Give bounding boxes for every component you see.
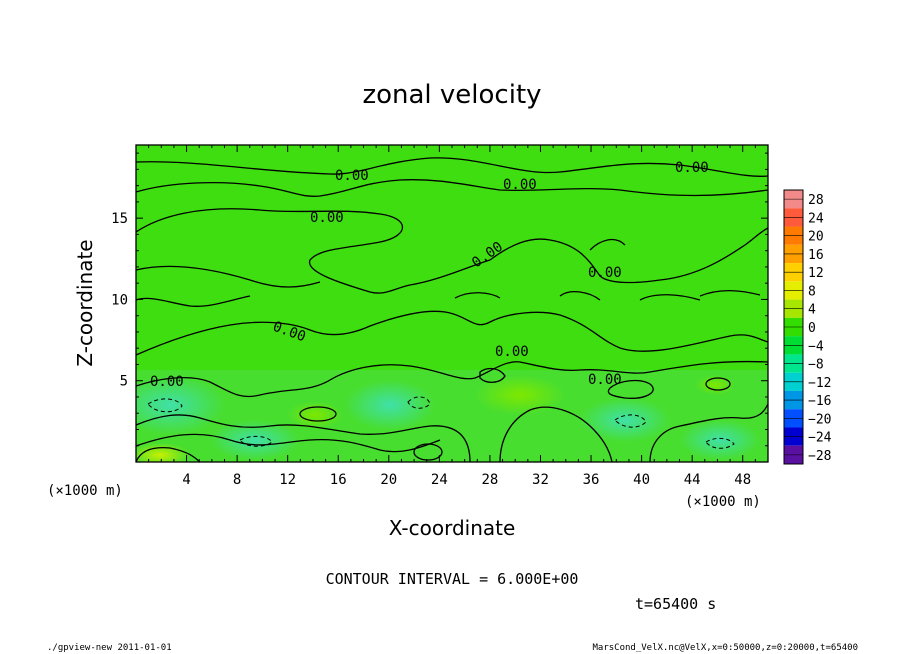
contour-label: 0.00 (150, 374, 184, 390)
colorbar-label: −20 (808, 412, 831, 427)
footer-left: ./gpview-new 2011-01-01 (47, 643, 172, 653)
y-axis-label: Z-coordinate (73, 239, 97, 366)
colorbar-label: −4 (808, 339, 824, 354)
x-tick-label: 28 (481, 472, 498, 488)
x-unit-right: (×1000 m) (685, 494, 761, 510)
y-axis: 5 10 15 (111, 152, 768, 463)
contour-label: 0.00 (675, 160, 709, 176)
colorbar-label: 20 (808, 230, 824, 245)
x-tick-label: 36 (583, 472, 600, 488)
x-axis-label: X-coordinate (389, 516, 516, 540)
time-label: t=65400 s (635, 595, 716, 613)
x-tick-label: 48 (734, 472, 751, 488)
x-tick-label: 20 (380, 472, 397, 488)
contour-label: 0.00 (588, 265, 622, 281)
x-unit-left: (×1000 m) (47, 483, 123, 499)
x-tick-label: 8 (233, 472, 241, 488)
x-tick-label: 44 (684, 472, 701, 488)
contour-label: 0.00 (495, 344, 529, 360)
colorbar-label: 24 (808, 211, 824, 226)
colorbar-label: 12 (808, 266, 824, 281)
contour-interval: CONTOUR INTERVAL = 6.000E+00 (326, 570, 579, 588)
x-tick-label: 32 (532, 472, 549, 488)
y-tick-label: 5 (120, 374, 128, 390)
colorbar-label: −28 (808, 449, 831, 464)
colorbar-label: 8 (808, 284, 816, 299)
y-tick-label: 10 (111, 292, 128, 308)
x-axis: 4 8 12 16 20 24 28 32 36 40 44 48 (135, 145, 769, 488)
x-tick-label: 4 (182, 472, 190, 488)
contour-label: 0.00 (335, 168, 369, 184)
footer-right: MarsCond_VelX.nc@VelX,x=0:50000,z=0:2000… (592, 643, 858, 653)
colorbar-label: −12 (808, 376, 831, 391)
x-tick-label: 24 (431, 472, 448, 488)
colorbar-label: −16 (808, 394, 831, 409)
colorbar-label: 0 (808, 321, 816, 336)
colorbar-label: −8 (808, 358, 824, 373)
y-tick-label: 15 (111, 211, 128, 227)
contour-label: 0.00 (310, 210, 344, 226)
x-tick-label: 40 (633, 472, 650, 488)
colorbar: 28 24 20 16 12 8 4 0 −4 −8 −12 −16 −20 −24 −28 (783, 189, 832, 465)
x-tick-label: 12 (279, 472, 296, 488)
contour-label: 0.00 (588, 372, 622, 388)
plot-area: 0.00 0.00 0.00 0.00 0.00 0.00 0.00 0.00 … (136, 145, 768, 462)
contour-label: 0.00 (503, 177, 537, 193)
chart-title: zonal velocity (362, 80, 541, 110)
colorbar-label: −24 (808, 431, 832, 446)
x-tick-label: 16 (330, 472, 347, 488)
colorbar-label: 16 (808, 248, 824, 263)
colorbar-label: 28 (808, 193, 824, 208)
colorbar-label: 4 (808, 303, 816, 318)
